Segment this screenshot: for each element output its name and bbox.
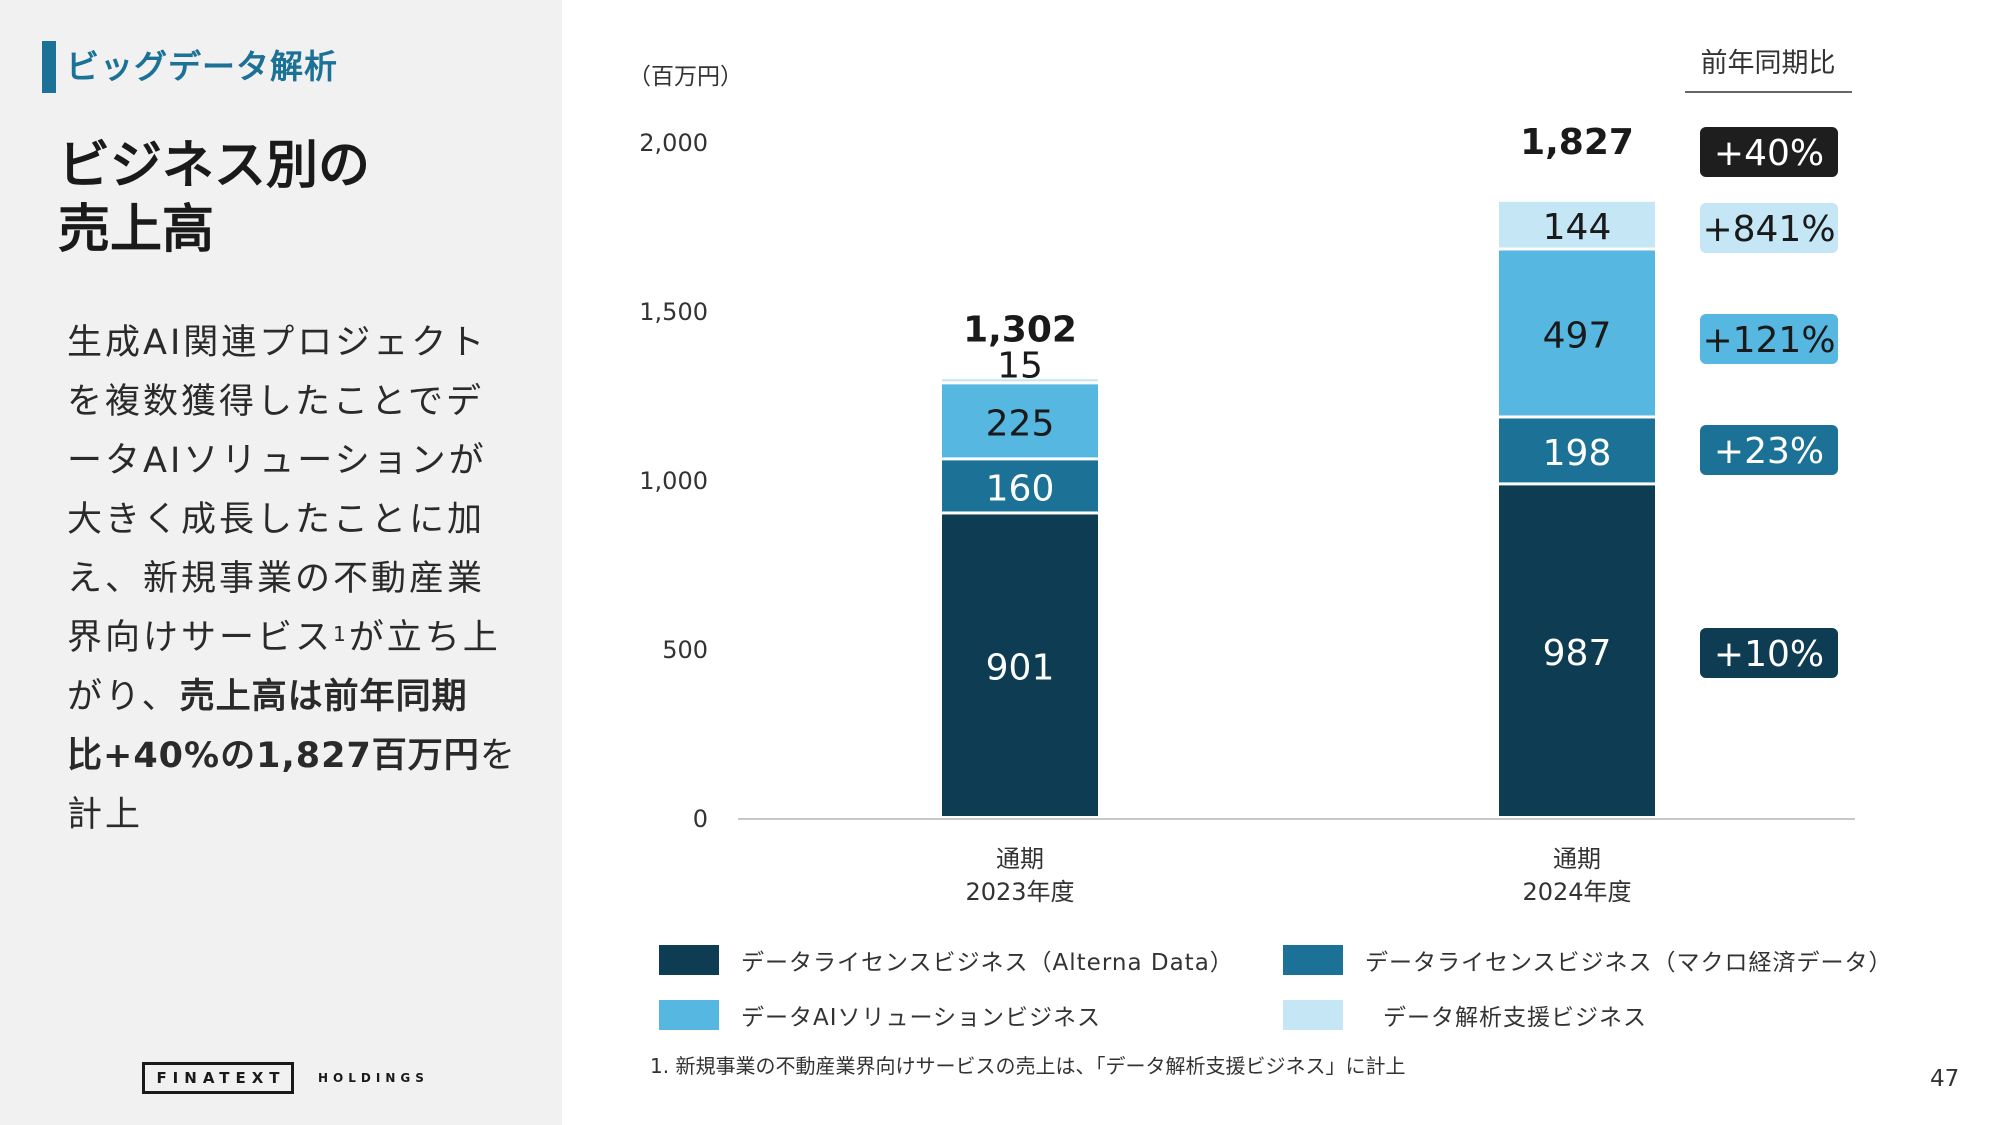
company-logo-sub: HOLDINGS [318, 1071, 429, 1085]
legend-label: データ解析支援ビジネス [1383, 1005, 1647, 1031]
x-category-label: 通期 [1553, 845, 1601, 873]
bar-value-label: 987 [1543, 633, 1612, 674]
yoy-header: 前年同期比 [1701, 48, 1836, 79]
yoy-badge [1700, 203, 1838, 253]
footnote-marker: 1 [333, 622, 349, 646]
yoy-badge [1700, 628, 1838, 678]
yoy-badge-label: +23% [1714, 431, 1824, 472]
legend-item: データライセンスビジネス（Alterna Data） [659, 945, 1234, 976]
yoy-badge-label: +121% [1702, 320, 1835, 361]
page-number: 47 [1930, 1066, 1960, 1092]
revenue-stacked-bar-chart: 0 500 1,000 1,500 2,000 （百万円） 901 160 225 151,302… [628, 48, 1855, 906]
footnote: 1. 新規事業の不動産業界向けサービスの売上は、「データ解析支援ビジネス」に計上 [650, 1054, 1406, 1078]
legend-label: データライセンスビジネス（マクロ経済データ） [1365, 950, 1893, 976]
y-tick-label: 2,000 [639, 129, 708, 157]
x-category-label: 2023年度 [965, 878, 1074, 906]
legend-swatch [659, 945, 719, 975]
y-axis-unit-label: （百万円） [628, 64, 743, 90]
legend-swatch [659, 1000, 719, 1030]
legend-swatch [1283, 1000, 1343, 1030]
page-title: ビジネス別の 売上高 [58, 134, 370, 262]
left-panel [0, 0, 562, 1125]
yoy-badge [1700, 425, 1838, 475]
body-line: 大きく成長したことに加 [67, 491, 517, 550]
bar-value-label: 198 [1543, 433, 1612, 474]
body-line: 比+40%の1,827百万円を [67, 727, 517, 786]
page-title-line-1: ビジネス別の [58, 136, 371, 196]
body-line: 生成AI関連プロジェクト [67, 314, 517, 373]
legend-item: データライセンスビジネス（マクロ経済データ） [1283, 945, 1893, 976]
x-category-label: 通期 [996, 845, 1044, 873]
body-line: え、新規事業の不動産業 [67, 550, 517, 609]
bar-value-label: 901 [986, 648, 1055, 689]
yoy-badge [1700, 314, 1838, 364]
body-line-text: 界向けサービス [67, 618, 334, 658]
legend-item: データAIソリューションビジネス [659, 1000, 1102, 1031]
body-line-text: を [479, 736, 518, 776]
page-title-line-2: 売上高 [58, 200, 215, 260]
y-tick-label: 1,500 [639, 298, 708, 326]
body-line-text: が立ち上 [348, 618, 501, 658]
body-line-text: を複数獲得したことでデ [67, 382, 484, 422]
bar-segment [1499, 201, 1655, 248]
body-line: ータAIソリューションが [67, 432, 517, 491]
bar-segment [1499, 250, 1655, 416]
body-line: 界向けサービス1が立ち上 [67, 609, 517, 668]
body-highlight: 売上高は前年同期 [179, 677, 468, 717]
body-line-text: え、新規事業の不動産業 [67, 559, 486, 599]
x-category-label: 2024年度 [1522, 878, 1631, 906]
body-line: を複数獲得したことでデ [67, 373, 517, 432]
legend-label: データライセンスビジネス（Alterna Data） [741, 950, 1234, 976]
bar-value-label: 225 [986, 403, 1055, 444]
bar-value-label: 144 [1543, 207, 1612, 248]
body-text: 生成AI関連プロジェクト を複数獲得したことでデ ータAIソリューションが 大き… [67, 314, 517, 845]
body-line: がり、売上高は前年同期 [67, 668, 517, 727]
body-line-text: 計上 [67, 795, 144, 835]
body-line-text: 大きく成長したことに加 [67, 500, 486, 540]
bar-segment [942, 514, 1098, 816]
y-tick-label: 1,000 [639, 467, 708, 495]
bar-value-label: 160 [986, 468, 1055, 509]
bar-segment [942, 460, 1098, 512]
body-line-text: 生成AI関連プロジェクト [67, 323, 488, 363]
body-line-text: ータAIソリューションが [67, 441, 487, 481]
bar-segment [942, 384, 1098, 458]
bar-segment [942, 379, 1098, 382]
body-highlight: 比+40%の1,827百万円 [67, 736, 480, 776]
bar-total-label: 1,827 [1520, 122, 1634, 163]
yoy-badge-label: +10% [1714, 634, 1824, 675]
body-line: 計上 [67, 786, 517, 845]
legend-swatch [1283, 945, 1343, 975]
yoy-badge-label: +40% [1714, 133, 1824, 174]
bar-value-label: 497 [1543, 315, 1612, 356]
legend-label: データAIソリューションビジネス [741, 1005, 1102, 1031]
section-label: ビッグデータ解析 [66, 47, 338, 86]
bar-segment [1499, 418, 1655, 483]
section-accent-bar [42, 41, 56, 93]
bar-total-label: 1,302 [963, 309, 1077, 350]
yoy-badge [1700, 127, 1838, 177]
body-line-text: がり、 [67, 677, 180, 717]
y-tick-label: 0 [693, 805, 708, 833]
company-logo: FINATEXT [142, 1062, 294, 1094]
bar-segment [1499, 485, 1655, 816]
legend-item: データ解析支援ビジネス [1283, 1000, 1647, 1031]
bar-value-label: 15 [997, 345, 1043, 386]
y-tick-label: 500 [662, 636, 708, 664]
yoy-badge-label: +841% [1702, 209, 1835, 250]
